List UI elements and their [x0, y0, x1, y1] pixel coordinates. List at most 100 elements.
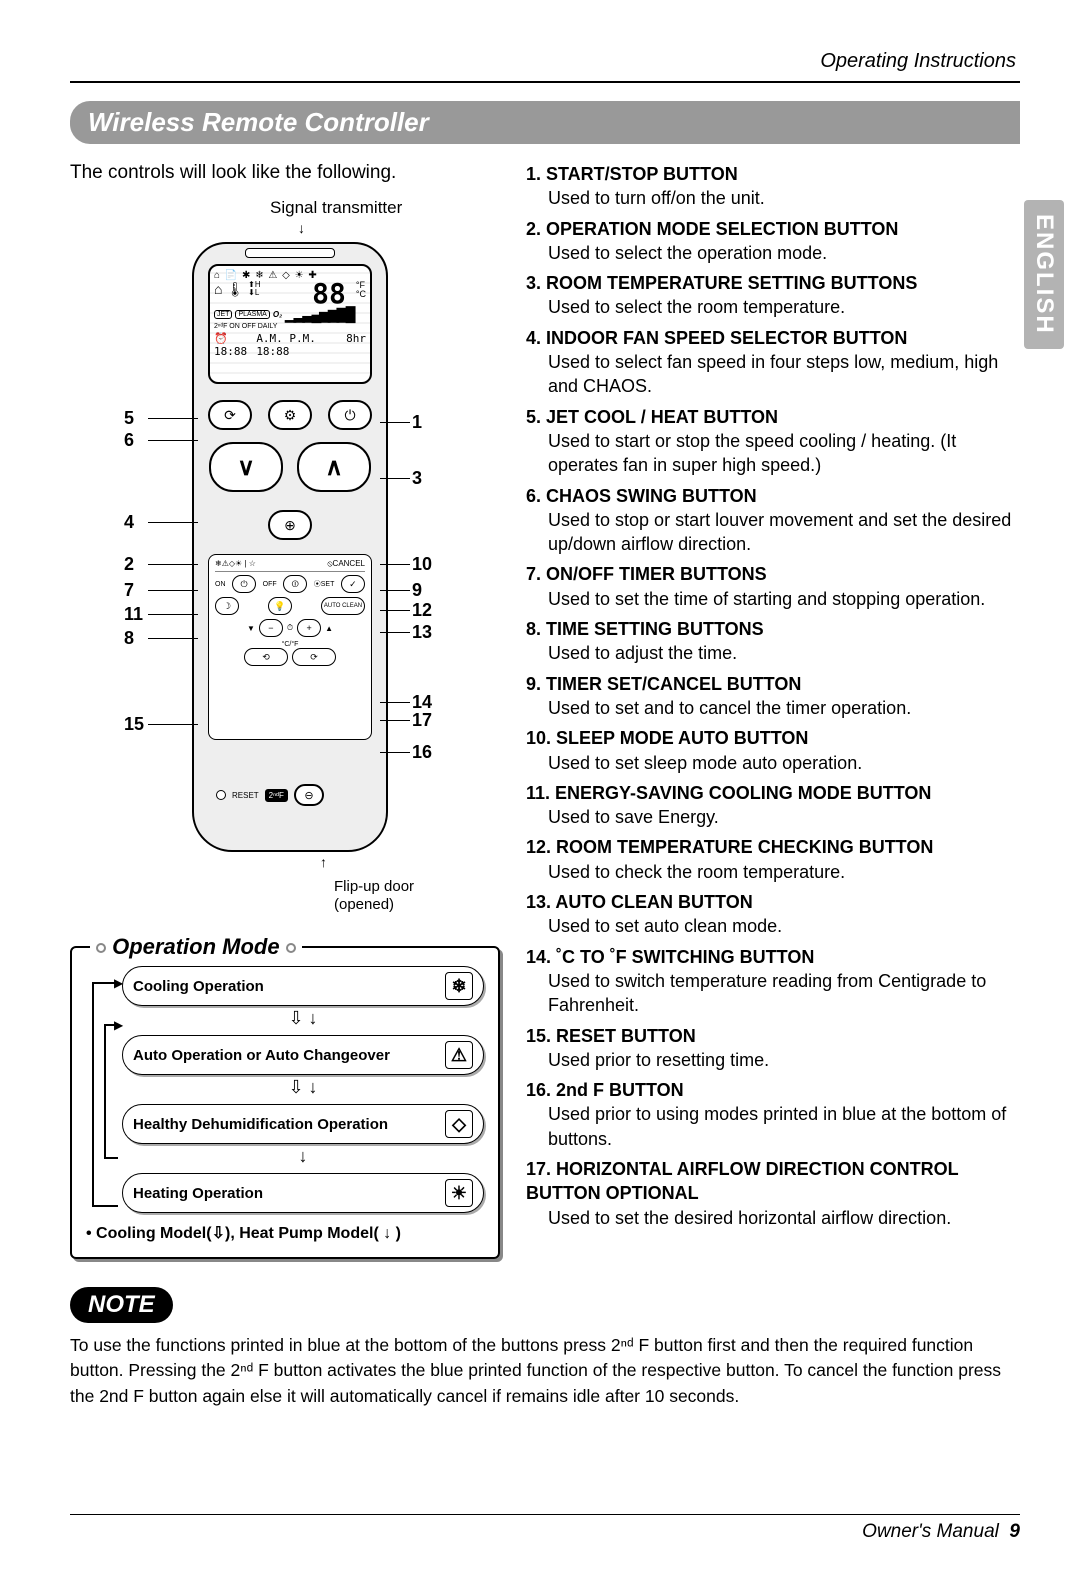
callout-8: 8: [124, 628, 134, 649]
rule-top: [70, 81, 1020, 83]
2ndf-button: ⊖: [294, 784, 324, 806]
lcd-timer-r: 8hr: [346, 332, 366, 358]
desc-item: 14. ˚C TO ˚F SWITCHING BUTTONUsed to swi…: [526, 945, 1020, 1018]
signal-label: Signal transmitter: [270, 198, 402, 218]
lead-line: [148, 418, 198, 419]
mode-row: Auto Operation or Auto Changeover⚠: [122, 1035, 484, 1075]
lcd-timer-l: ⏰18:88: [214, 332, 256, 358]
lead-line: [148, 564, 198, 565]
desc-item: 12. ROOM TEMPERATURE CHECKING BUTTONUsed…: [526, 835, 1020, 884]
operation-mode-box: Operation Mode ▶ ▶ Cooling Operation❄⇩ ↓…: [70, 946, 500, 1259]
callout-11: 11: [124, 604, 143, 625]
title-bar: Wireless Remote Controller: [70, 101, 1020, 144]
mode-row: Heating Operation☀: [122, 1173, 484, 1213]
callout-10: 10: [412, 554, 432, 575]
mode-arrow: ⇩ ↓: [122, 1077, 484, 1098]
desc-item: 9. TIMER SET/CANCEL BUTTONUsed to set an…: [526, 672, 1020, 721]
lead-line: [148, 522, 198, 523]
opmode-legend: Operation Mode: [90, 934, 302, 960]
intro-text: The controls will look like the followin…: [70, 162, 500, 184]
flow-rail: ▶ ▶: [92, 972, 118, 1213]
remote-body: ⌂ 📄 ✱ ❄ ⚠ ◇ ☀ ✚ ⌂ 🌡 ⬆H⬇L 88 °F°C JET PLA…: [192, 242, 388, 852]
footer-label: Owner's Manual: [862, 1521, 999, 1542]
flip-label: Flip-up door(opened): [334, 878, 414, 914]
callout-2: 2: [124, 554, 134, 575]
lead-line: [148, 590, 198, 591]
desc-item: 3. ROOM TEMPERATURE SETTING BUTTONSUsed …: [526, 271, 1020, 320]
mode-row: Healthy Dehumidification Operation◇: [122, 1104, 484, 1144]
lead-line: [380, 564, 410, 565]
ir-window: [245, 248, 335, 258]
2ndf-badge: 2ⁿᵈF: [265, 789, 288, 802]
note-badge: NOTE: [70, 1287, 173, 1323]
temp-down-button: ∨: [209, 442, 283, 492]
header-section: Operating Instructions: [70, 50, 1020, 73]
footer: Owner's Manual 9: [70, 1514, 1020, 1543]
desc-item: 16. 2nd F BUTTONUsed prior to using mode…: [526, 1078, 1020, 1151]
lcd-screen: ⌂ 📄 ✱ ❄ ⚠ ◇ ☀ ✚ ⌂ 🌡 ⬆H⬇L 88 °F°C JET PLA…: [208, 264, 372, 384]
lead-line: [380, 478, 410, 479]
page-title: Wireless Remote Controller: [88, 107, 429, 137]
lcd-bars: ▁▂▃▄▅▆▇█: [285, 306, 353, 323]
callout-1: 1: [412, 412, 422, 433]
lead-line: [380, 590, 410, 591]
desc-item: 17. HORIZONTAL AIRFLOW DIRECTION CONTROL…: [526, 1157, 1020, 1230]
button-row-2: ∨ ∧: [208, 442, 372, 492]
desc-item: 4. INDOOR FAN SPEED SELECTOR BUTTONUsed …: [526, 326, 1020, 399]
desc-item: 7. ON/OFF TIMER BUTTONSUsed to set the t…: [526, 562, 1020, 611]
lead-line: [148, 440, 198, 441]
lcd-o2: O₂: [273, 310, 282, 319]
jet-button: ⟳: [208, 400, 252, 430]
lead-line: [380, 422, 410, 423]
desc-item: 10. SLEEP MODE AUTO BUTTONUsed to set sl…: [526, 726, 1020, 775]
desc-item: 5. JET COOL / HEAT BUTTONUsed to start o…: [526, 405, 1020, 478]
flip-arrow: ↑: [320, 854, 327, 870]
footer-page: 9: [1009, 1521, 1020, 1542]
desc-item: 2. OPERATION MODE SELECTION BUTTONUsed t…: [526, 217, 1020, 266]
button-row-1: ⟳ ⚙ ⏻: [208, 400, 372, 430]
callout-12: 12: [412, 600, 432, 621]
button-descriptions: 1. START/STOP BUTTONUsed to turn off/on …: [526, 162, 1020, 1259]
desc-item: 1. START/STOP BUTTONUsed to turn off/on …: [526, 162, 1020, 211]
lead-line: [380, 632, 410, 633]
callout-7: 7: [124, 580, 134, 601]
lcd-timer-m: A.M. P.M. 18:88: [256, 332, 346, 358]
lead-line: [148, 638, 198, 639]
callout-16: 16: [412, 742, 432, 763]
note-text: To use the functions printed in blue at …: [70, 1333, 1020, 1409]
power-button: ⏻: [328, 400, 372, 430]
temp-up-button: ∧: [297, 442, 371, 492]
fan-button: ⊕: [268, 510, 312, 540]
mode-arrow: ↓: [122, 1146, 484, 1167]
lcd-jet: JET: [214, 310, 232, 319]
lead-line: [148, 724, 198, 725]
lcd-plasma: PLASMA: [235, 310, 269, 319]
desc-item: 15. RESET BUTTONUsed prior to resetting …: [526, 1024, 1020, 1073]
desc-item: 11. ENERGY-SAVING COOLING MODE BUTTONUse…: [526, 781, 1020, 830]
callout-9: 9: [412, 580, 422, 601]
callout-15: 15: [124, 714, 144, 735]
reset-row: RESET 2ⁿᵈF ⊖: [216, 784, 324, 806]
mode-row: Cooling Operation❄: [122, 966, 484, 1006]
reset-button: [216, 790, 226, 800]
desc-item: 13. AUTO CLEAN BUTTONUsed to set auto cl…: [526, 890, 1020, 939]
callout-5: 5: [124, 408, 134, 429]
mode-arrow: ⇩ ↓: [122, 1008, 484, 1029]
lcd-row3: 2ⁿᵈF ON OFF DAILY: [214, 323, 366, 330]
model-note: • Cooling Model(⇩), Heat Pump Model( ↓ ): [86, 1223, 484, 1243]
lead-line: [380, 702, 410, 703]
callout-3: 3: [412, 468, 422, 489]
swing-button: ⚙: [268, 400, 312, 430]
lead-line: [380, 752, 410, 753]
callout-13: 13: [412, 622, 432, 643]
lead-line: [380, 610, 410, 611]
flip-panel: ❄⚠◇☀ | ☆⦸CANCEL ON⏻ OFF⏼ ⦿SET✓ ☽💡 AUTO C…: [208, 554, 372, 740]
lead-line: [148, 614, 198, 615]
signal-arrow: ↓: [298, 220, 305, 236]
callout-17: 17: [412, 710, 432, 731]
callout-4: 4: [124, 512, 134, 533]
lcd-temp: 88: [312, 277, 346, 310]
lead-line: [380, 720, 410, 721]
desc-item: 8. TIME SETTING BUTTONSUsed to adjust th…: [526, 617, 1020, 666]
language-tab: ENGLISH: [1024, 200, 1064, 349]
